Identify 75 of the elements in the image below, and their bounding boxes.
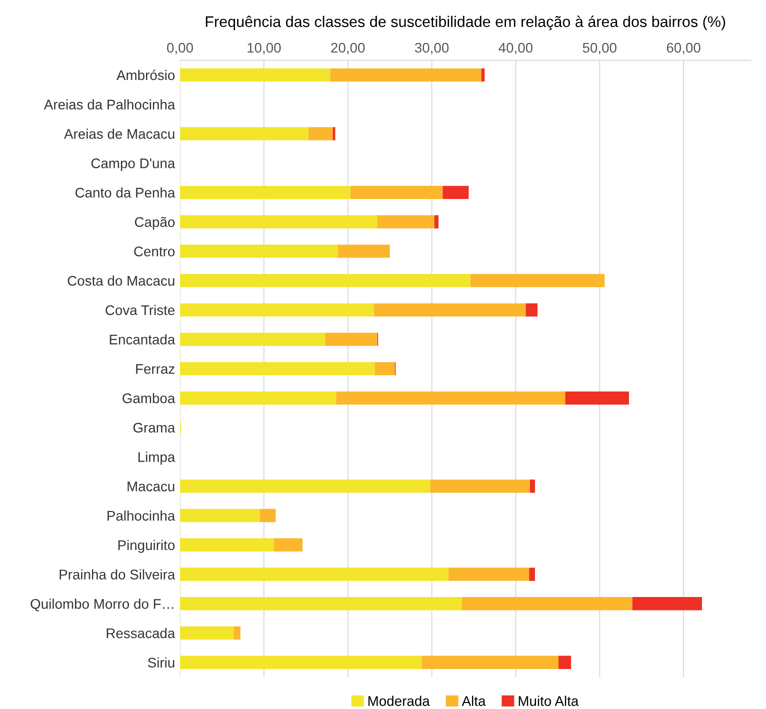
y-tick-label: Gamboa — [122, 393, 176, 404]
bar — [448, 568, 530, 581]
y-tick-label: Macacu — [128, 482, 174, 492]
legend-label: Alta — [462, 696, 486, 706]
bar — [442, 186, 469, 200]
y-tick-label: Areias da Palhocinha — [44, 99, 176, 110]
bar — [180, 480, 430, 493]
bar — [330, 68, 482, 82]
legend-label: Muito Alta — [518, 696, 579, 706]
bar — [462, 597, 632, 610]
y-tick-label: Encantada — [110, 334, 176, 344]
bar — [180, 215, 378, 228]
x-tick-label: 30,00 — [414, 42, 449, 54]
y-tick-label: Campo D'una — [91, 158, 176, 171]
y-tick-label: Limpa — [138, 452, 176, 465]
y-tick-label: Areias de Macacu — [64, 128, 174, 139]
y-tick-label: Canto da Penha — [75, 187, 176, 198]
y-tick-label: Ambrósio — [116, 70, 175, 80]
y-tick-label: Centro — [134, 246, 175, 256]
bar — [434, 215, 438, 228]
bar — [234, 626, 240, 640]
bar — [180, 186, 350, 200]
y-tick-label: Palhocinha — [108, 510, 176, 521]
bar — [180, 244, 338, 258]
bar — [350, 186, 443, 200]
legend-label: Moderada — [368, 696, 430, 706]
y-tick-label: Ferraz — [136, 364, 174, 374]
bar — [308, 127, 333, 140]
bar — [377, 215, 434, 228]
y-tick-label: Capão — [134, 216, 175, 230]
bar — [180, 127, 308, 140]
bar — [338, 244, 390, 258]
bar — [180, 391, 336, 405]
y-tick-label: Ressacada — [106, 628, 176, 638]
bar — [374, 303, 526, 317]
x-tick-label: 0,00 — [167, 42, 193, 54]
bar — [470, 274, 605, 288]
bar — [332, 127, 336, 140]
y-tick-label: Cova Triste — [106, 304, 175, 316]
y-tick-label: Pinguirito — [118, 540, 175, 553]
bar — [180, 626, 234, 640]
bar — [529, 568, 535, 581]
bar — [180, 656, 422, 670]
x-tick-label: 40,00 — [498, 42, 533, 54]
bar — [180, 303, 374, 317]
x-tick-label: 60,00 — [666, 42, 700, 54]
bar — [180, 508, 260, 522]
y-tick-label: Quilombo Morro do F… — [30, 598, 174, 612]
bar — [374, 362, 395, 376]
bar — [180, 538, 274, 552]
bar — [180, 568, 449, 581]
bar — [180, 274, 470, 288]
chart-title: Frequência das classes de suscetibilidade em relação à área dos bairros (%) — [206, 16, 726, 30]
y-tick-label: Siriu — [148, 657, 174, 668]
bar — [180, 362, 375, 376]
bar — [180, 597, 462, 610]
bar — [180, 68, 330, 82]
bar — [430, 480, 530, 493]
bar — [274, 538, 303, 552]
bar — [180, 332, 326, 346]
x-tick-label: 50,00 — [582, 42, 616, 54]
bar — [260, 508, 276, 522]
bar — [336, 391, 566, 405]
x-tick-label: 20,00 — [331, 42, 365, 54]
bar — [530, 480, 535, 493]
bar — [325, 332, 378, 346]
y-tick-label: Grama — [133, 422, 176, 433]
x-tick-label: 10,00 — [248, 42, 281, 54]
y-tick-label: Prainha do Silveira — [60, 569, 176, 580]
bar — [558, 656, 572, 670]
bar — [526, 303, 538, 317]
bar — [565, 391, 629, 405]
bar — [422, 656, 558, 670]
bar — [632, 597, 702, 610]
y-tick-label: Costa do Macacu — [68, 276, 174, 286]
